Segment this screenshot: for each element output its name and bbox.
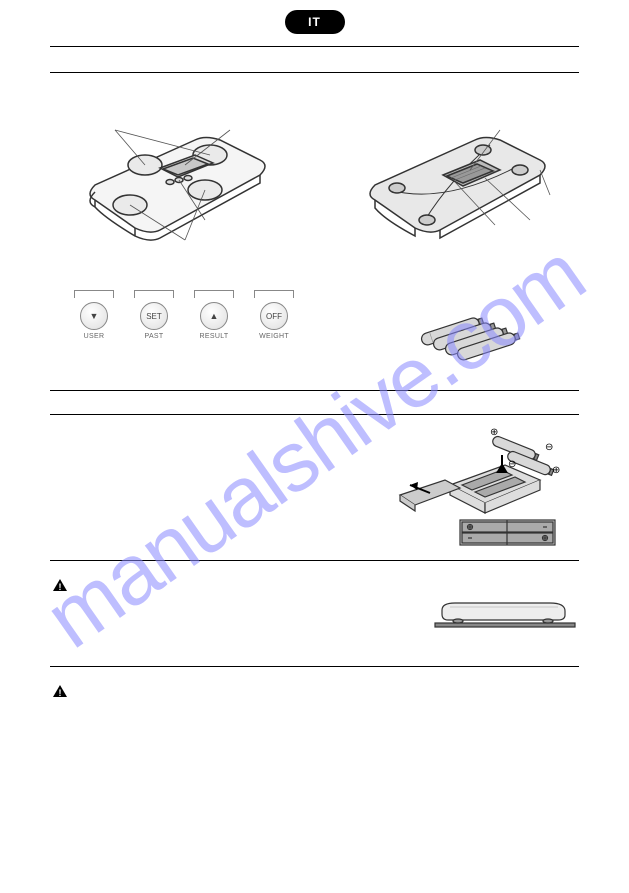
divider [50,414,579,415]
divider [50,46,579,47]
language-badge-text: IT [308,15,321,29]
scale-back-illustration [355,110,555,250]
button-off: OFF WEIGHT [250,290,298,340]
button-user: ▼ USER [70,290,118,340]
set-button-icon: SET [140,302,168,330]
language-badge: IT [285,10,345,34]
button-label: RESULT [200,333,229,340]
down-button-icon: ▼ [80,302,108,330]
callout-bracket [254,290,294,298]
callout-bracket [194,290,234,298]
svg-text:⊖: ⊖ [545,442,553,453]
button-label: USER [84,333,105,340]
divider [50,666,579,667]
up-button-icon: ▲ [200,302,228,330]
divider [50,390,579,391]
scale-front-illustration [75,110,275,250]
callout-bracket [74,290,114,298]
battery-insert-illustration: ⊕ ⊖ ⊕ ⊖ [390,425,565,550]
svg-text:!: ! [59,582,62,592]
svg-text:!: ! [59,688,62,698]
svg-text:⊕: ⊕ [552,465,560,476]
button-label: WEIGHT [259,333,289,340]
svg-text:⊖: ⊖ [508,459,516,470]
scale-flat-surface-illustration [430,595,580,635]
divider [50,72,579,73]
divider [50,560,579,561]
button-up: ▲ RESULT [190,290,238,340]
off-button-icon: OFF [260,302,288,330]
button-row-illustration: ▼ USER SET PAST ▲ RESULT OFF WEIGHT [70,290,298,340]
button-label: PAST [145,333,164,340]
warning-icon: ! [52,578,68,592]
svg-text:⊕: ⊕ [490,427,498,438]
button-set: SET PAST [130,290,178,340]
batteries-illustration [410,305,540,365]
callout-bracket [134,290,174,298]
warning-icon: ! [52,684,68,698]
